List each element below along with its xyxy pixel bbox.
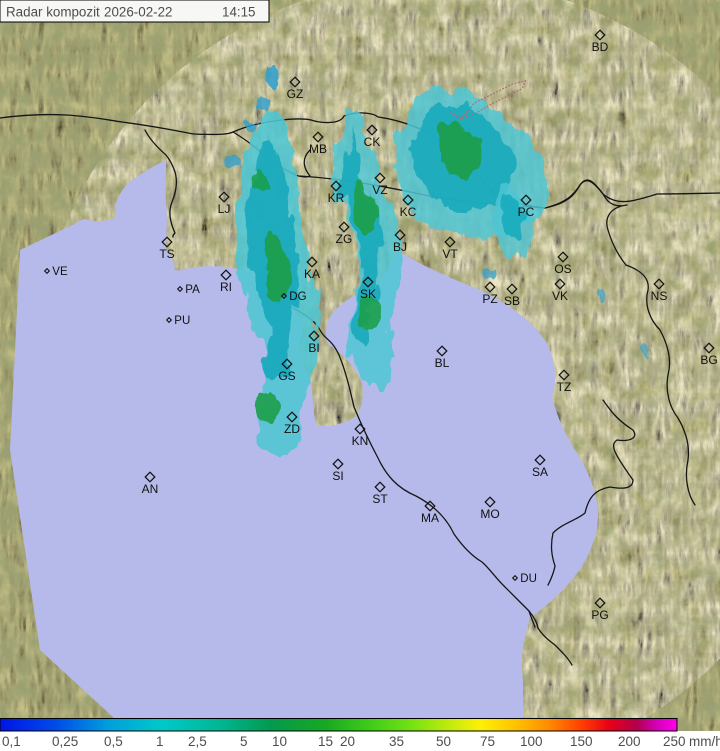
svg-text:PU: PU <box>174 315 190 327</box>
svg-text:35: 35 <box>389 734 404 749</box>
svg-text:AN: AN <box>142 482 159 496</box>
svg-text:KC: KC <box>400 205 417 219</box>
svg-text:TS: TS <box>159 247 174 261</box>
svg-text:2,5: 2,5 <box>188 734 207 749</box>
svg-text:PZ: PZ <box>482 292 497 306</box>
svg-text:GS: GS <box>278 369 295 383</box>
svg-text:mm/h: mm/h <box>689 734 720 749</box>
svg-text:BG: BG <box>700 353 717 367</box>
svg-text:RI: RI <box>220 280 232 294</box>
svg-text:SB: SB <box>504 294 520 308</box>
svg-text:OS: OS <box>554 262 571 276</box>
svg-text:KN: KN <box>352 434 369 448</box>
svg-text:MB: MB <box>309 142 327 156</box>
svg-text:DG: DG <box>289 291 306 303</box>
svg-text:KA: KA <box>304 267 320 281</box>
svg-text:10: 10 <box>272 734 287 749</box>
svg-text:VK: VK <box>552 289 568 303</box>
svg-text:BJ: BJ <box>393 240 407 254</box>
svg-text:PC: PC <box>518 205 535 219</box>
svg-text:150: 150 <box>570 734 593 749</box>
svg-text:BI: BI <box>308 341 319 355</box>
svg-text:ZG: ZG <box>336 232 353 246</box>
svg-text:20: 20 <box>340 734 355 749</box>
svg-text:VE: VE <box>52 266 68 278</box>
svg-text:DU: DU <box>520 573 537 585</box>
svg-text:GZ: GZ <box>287 87 304 101</box>
svg-text:KR: KR <box>328 191 345 205</box>
svg-text:BD: BD <box>592 40 609 54</box>
svg-text:15: 15 <box>318 734 333 749</box>
svg-text:BL: BL <box>435 356 450 370</box>
svg-text:0,5: 0,5 <box>104 734 123 749</box>
svg-text:100: 100 <box>520 734 543 749</box>
svg-text:MA: MA <box>421 511 439 525</box>
svg-text:PA: PA <box>185 284 200 296</box>
svg-text:ST: ST <box>372 492 388 506</box>
svg-text:PG: PG <box>591 608 608 622</box>
svg-text:5: 5 <box>240 734 248 749</box>
svg-text:VT: VT <box>442 247 458 261</box>
svg-text:TZ: TZ <box>557 380 572 394</box>
svg-text:0,25: 0,25 <box>52 734 78 749</box>
svg-text:NS: NS <box>651 289 668 303</box>
svg-text:ZD: ZD <box>284 422 300 436</box>
svg-text:MO: MO <box>480 507 499 521</box>
svg-text:CK: CK <box>364 135 381 149</box>
svg-text:0,1: 0,1 <box>2 734 21 749</box>
svg-text:VZ: VZ <box>372 183 387 197</box>
svg-text:50: 50 <box>436 734 451 749</box>
svg-text:200: 200 <box>618 734 641 749</box>
svg-text:SI: SI <box>332 469 343 483</box>
svg-text:250: 250 <box>663 734 686 749</box>
svg-text:SK: SK <box>360 287 376 301</box>
svg-text:SA: SA <box>532 465 548 479</box>
svg-text:1: 1 <box>156 734 164 749</box>
svg-text:LJ: LJ <box>218 202 231 216</box>
svg-text:75: 75 <box>480 734 495 749</box>
